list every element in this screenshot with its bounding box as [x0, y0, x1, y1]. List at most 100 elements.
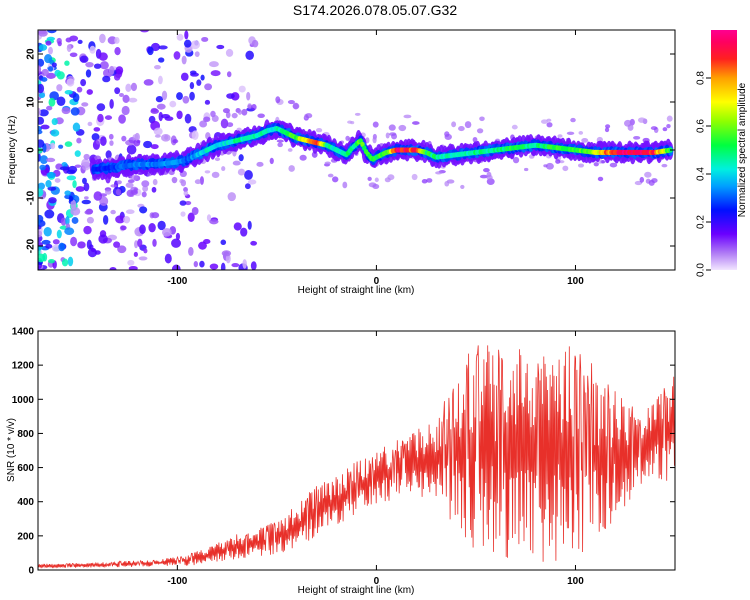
- spectrogram-halo-point: [129, 190, 135, 197]
- spectrogram-noise-blob: [123, 216, 131, 224]
- spectrogram-noise-blob: [209, 263, 219, 270]
- spectrogram-halo-point: [605, 124, 611, 129]
- spectrogram-halo-point: [426, 178, 433, 183]
- spectrogram-noise-blob: [83, 182, 90, 192]
- spectrogram-noise-blob: [161, 134, 171, 142]
- spectrogram-halo-point: [315, 127, 323, 133]
- spectrogram-noise-blob: [51, 244, 61, 252]
- spectrogram-halo-point: [540, 119, 548, 124]
- spectrogram-halo-point: [327, 173, 334, 178]
- spectrogram-noise-blob: [102, 75, 111, 83]
- snr-series-line: [38, 345, 675, 569]
- spectrogram-noise-blob: [47, 186, 57, 191]
- colorbar-tick-label: 0.2: [696, 215, 707, 229]
- spectrogram-noise-blob: [70, 199, 77, 210]
- spectrogram-noise-blob: [54, 178, 61, 183]
- spectrogram-noise-blob: [51, 118, 58, 126]
- spectrogram-noise-blob: [153, 127, 163, 136]
- spectrogram-noise-blob: [125, 83, 132, 92]
- spectrogram-noise-blob: [180, 72, 189, 82]
- spectrogram-halo-point: [194, 179, 202, 185]
- spectrogram-noise-blob: [99, 196, 109, 207]
- spectrogram-noise-blob: [226, 93, 235, 99]
- spectrogram-noise-blob: [201, 36, 209, 42]
- spectrogram-noise-blob: [45, 40, 52, 46]
- spectrogram-xtick-label: -100: [167, 276, 187, 287]
- spectrogram-noise-blob: [110, 209, 116, 215]
- spectrogram-halo-point: [237, 168, 246, 176]
- spectrogram-noise-blob: [38, 182, 45, 190]
- spectrogram-noise-blob: [250, 240, 258, 246]
- spectrogram-halo-point: [545, 162, 554, 170]
- spectrogram-halo-point: [288, 165, 295, 172]
- spectrogram-noise-blob: [196, 79, 202, 86]
- spectrogram-noise-blob: [147, 46, 154, 56]
- spectrogram-halo-point: [109, 140, 114, 146]
- spectrogram-halo-point: [570, 117, 576, 123]
- spectrogram-noise-blob: [127, 259, 135, 266]
- colorbar-tick-label: 0.8: [696, 71, 707, 85]
- spectrogram-noise-blob: [118, 92, 124, 98]
- spectrogram-noise-blob: [118, 114, 126, 124]
- spectrogram-noise-blob: [64, 141, 73, 147]
- spectrogram-noise-blob: [48, 46, 53, 55]
- spectrogram-halo-point: [644, 171, 652, 178]
- spectrogram-halo-point: [331, 176, 339, 183]
- spectrogram-halo-point: [305, 113, 313, 119]
- snr-xtick-label: 100: [567, 576, 584, 587]
- spectrogram-noise-blob: [93, 127, 101, 132]
- spectrogram-noise-blob: [114, 37, 120, 44]
- spectrogram-halo-point: [121, 135, 127, 142]
- colorbar-label: Normalized spectral amplitude: [737, 82, 748, 217]
- spectrogram-noise-blob: [65, 216, 70, 226]
- spectrogram-noise-blob: [198, 241, 207, 250]
- spectrogram-noise-blob: [96, 103, 106, 111]
- spectrogram-noise-blob: [74, 150, 81, 157]
- spectrogram-noise-blob: [204, 83, 213, 91]
- spectrogram-noise-blob: [225, 48, 234, 57]
- spectrogram-noise-blob: [171, 176, 178, 184]
- spectrogram-noise-blob: [143, 248, 148, 254]
- spectrogram-halo-point: [130, 174, 138, 180]
- spectrogram-noise-blob: [65, 37, 72, 43]
- spectrogram-noise-blob: [38, 230, 43, 238]
- spectrogram-halo-point: [82, 164, 90, 171]
- spectrogram-halo-point: [277, 142, 283, 148]
- spectrogram-noise-blob: [151, 212, 160, 219]
- spectrogram-noise-blob: [61, 107, 71, 115]
- spectrogram-noise-blob: [199, 260, 205, 268]
- spectrogram-noise-blob: [50, 142, 56, 150]
- spectrogram-halo-point: [154, 134, 161, 138]
- spectrogram-halo-point: [637, 117, 646, 123]
- spectrogram-noise-blob: [155, 95, 164, 103]
- colorbar-tick-label: 0.6: [696, 119, 707, 133]
- spectrogram-noise-blob: [38, 58, 45, 67]
- spectrogram-noise-blob: [114, 87, 121, 95]
- spectrogram-noise-blob: [180, 211, 186, 217]
- spectrogram-noise-blob: [173, 51, 181, 60]
- spectrogram-halo-point: [385, 132, 390, 139]
- spectrogram-halo-point: [365, 137, 370, 144]
- spectrogram-noise-blob: [69, 52, 78, 58]
- spectrogram-halo-point: [460, 184, 465, 189]
- spectrogram-noise-blob: [66, 78, 75, 87]
- spectrogram-noise-blob: [150, 144, 159, 150]
- spectrogram-halo-point: [183, 190, 189, 197]
- spectrogram-noise-blob: [143, 79, 154, 86]
- spectrogram-noise-blob: [38, 109, 49, 117]
- spectrogram-halo-point: [84, 196, 89, 200]
- spectrogram-noise-blob: [39, 164, 46, 171]
- spectrogram-halo-point: [299, 154, 307, 161]
- spectrogram-halo-point: [661, 163, 668, 168]
- spectrogram-noise-blob: [46, 36, 56, 41]
- spectrogram-noise-blob: [171, 238, 181, 248]
- spectrogram-halo-point: [257, 113, 265, 119]
- spectrogram-noise-blob: [38, 219, 41, 225]
- spectrogram-noise-blob: [179, 200, 187, 206]
- spectrogram-noise-blob: [121, 105, 130, 116]
- spectrogram-halo-point: [581, 138, 589, 143]
- spectrogram-noise-blob: [210, 70, 221, 77]
- spectrogram-noise-blob: [157, 220, 166, 231]
- spectrogram-halo-point: [287, 148, 293, 152]
